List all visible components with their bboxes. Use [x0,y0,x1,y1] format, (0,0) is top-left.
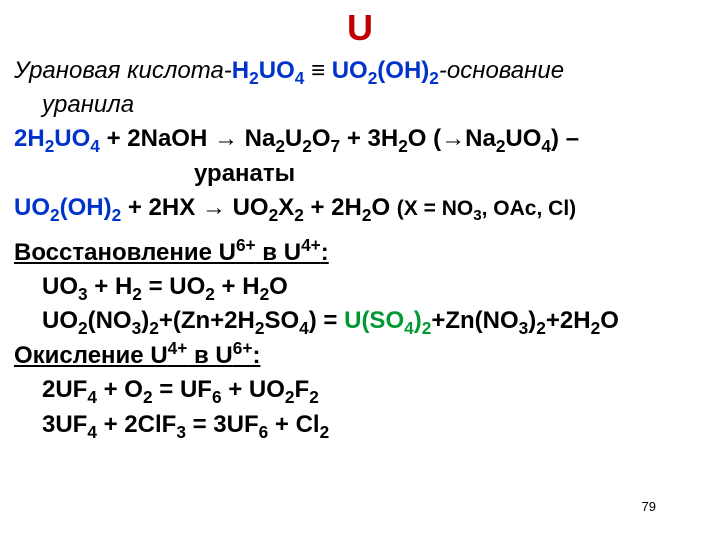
definition-line: Урановая кислота-H2UO4 ≡ UO2(OH)2-основа… [14,55,706,87]
text-uranaty: уранаты [14,158,706,190]
text-base-of: -основание [439,57,564,84]
heading-reduction: Восстановление U6+ в U4+: [14,237,706,269]
formula-h2uo4: H2UO4 [232,57,305,84]
eq2-left: UO2(NO3)2+(Zn+2H2SO4) = [42,307,344,334]
formula-uo2oh2: UO2(OH)2 [332,57,439,84]
text-uranic-acid: Урановая кислота- [14,57,232,84]
reaction-hx-where: (X = NO3, OAc, Cl) [397,197,576,220]
reaction-hx: UO2(OH)2 + 2HX → UO2X2 + 2H2O (X = NO3, … [14,192,706,224]
reaction-uranates-rest: + 2NaOH → Na2U2O7 + 3H2O (→Na2UO4) – [100,125,579,152]
eq2-right: +Zn(NO3)2+2H2O [431,307,619,334]
eq-reduction-2: UO2(NO3)2+(Zn+2H2SO4) = U(SO4)2+Zn(NO3)2… [14,305,706,337]
slide-title: U [14,4,706,53]
eq-oxidation-1: 2UF4 + O2 = UF6 + UO2F2 [14,374,706,406]
heading-oxidation: Окисление U4+ в U6+: [14,340,706,372]
reaction-uranates: 2H2UO4 + 2NaOH → Na2U2O7 + 3H2O (→Na2UO4… [14,123,706,155]
reaction-hx-body: + 2HX → UO2X2 + 2H2O [121,194,397,221]
eq-reduction-1: UO3 + H2 = UO2 + H2O [14,271,706,303]
text-uranil: уранила [14,89,706,121]
formula-2h2uo4: 2H2UO4 [14,125,100,152]
chemistry-slide: U Урановая кислота-H2UO4 ≡ UO2(OH)2-осно… [0,0,720,540]
identical-sign: ≡ [304,57,331,84]
eq2-product-uso4: U(SO4)2 [344,307,431,334]
page-number: 79 [642,498,656,516]
formula-uo2oh2-b: UO2(OH)2 [14,194,121,221]
eq-oxidation-2: 3UF4 + 2ClF3 = 3UF6 + Cl2 [14,409,706,441]
